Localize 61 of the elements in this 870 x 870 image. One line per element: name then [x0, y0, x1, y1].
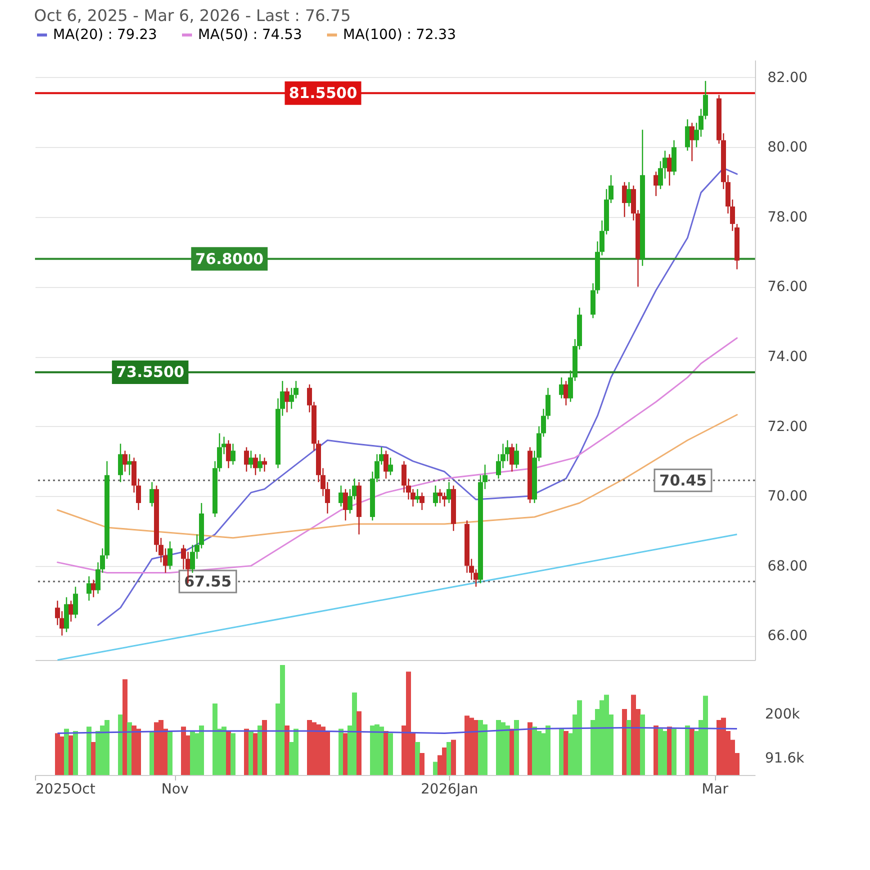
candlestick [68, 600, 74, 622]
x-tick-label: Mar [702, 782, 728, 798]
line-series [97, 167, 738, 626]
x-tick-label: 2025Oct [36, 782, 96, 798]
candlestick [338, 484, 344, 508]
candlestick [690, 122, 694, 162]
candlestick [150, 481, 154, 508]
candlestick [248, 450, 254, 469]
candlestick [685, 118, 690, 152]
ref-line-label: 73.5500 [116, 363, 184, 382]
y-tick-label: 78.00 [768, 209, 808, 226]
candlestick [253, 454, 258, 476]
text: 91.6k [765, 750, 806, 766]
x-tick-label: 2026Jan [420, 782, 478, 798]
ref-line-label: 76.8000 [195, 250, 264, 268]
candlestick [284, 387, 290, 413]
candlestick [559, 376, 564, 399]
candlestick [244, 446, 249, 472]
y-tick-label: 76.00 [768, 279, 808, 296]
candlestick [73, 586, 78, 619]
candlestick [388, 457, 393, 476]
text: 200k [765, 706, 801, 722]
y-tick-label: 68.00 [768, 558, 808, 574]
candlestick [226, 440, 231, 469]
legend-label: MA(20) : 79.23 [53, 27, 158, 43]
y-tick-label: 66.00 [768, 628, 808, 644]
y-tick-label: 82.00 [768, 70, 808, 86]
candlestick [127, 454, 132, 476]
candlestick [258, 454, 262, 472]
y-tick-label: 74.00 [768, 349, 808, 366]
candlestick [122, 450, 128, 472]
candlestick [433, 484, 438, 508]
ref-line-label: 67.55 [184, 572, 232, 591]
candlestick [564, 380, 568, 406]
legend-label: MA(100) : 72.33 [343, 27, 456, 43]
candlestick [384, 450, 388, 480]
candlestick [230, 443, 236, 466]
candlestick [343, 488, 348, 522]
chart-title: Oct 6, 2025 - Mar 6, 2026 - Last : 76.75 [34, 6, 351, 25]
x-tick-label: Nov [161, 782, 189, 798]
line-series [56, 414, 738, 539]
candlestick [420, 492, 424, 511]
candlestick [510, 443, 514, 472]
y-tick-label: 70.00 [768, 488, 808, 505]
candlestick [667, 154, 672, 186]
ref-line-label: 70.45 [659, 471, 707, 490]
candlestick [168, 540, 172, 570]
legend-label: MA(50) : 74.53 [198, 27, 302, 43]
candlestick [514, 443, 519, 469]
candlestick [626, 181, 632, 208]
candlestick [446, 481, 452, 504]
candlestick [622, 181, 627, 218]
ref-line-label: 81.5500 [288, 84, 358, 102]
line-series [56, 337, 738, 574]
candlestick [118, 443, 123, 483]
candlestick [438, 488, 442, 504]
candlestick [654, 171, 658, 197]
candlestick [262, 457, 267, 472]
y-tick-label: 72.00 [768, 418, 808, 435]
y-tick-label: 80.00 [768, 140, 808, 156]
candlestick [415, 488, 420, 504]
